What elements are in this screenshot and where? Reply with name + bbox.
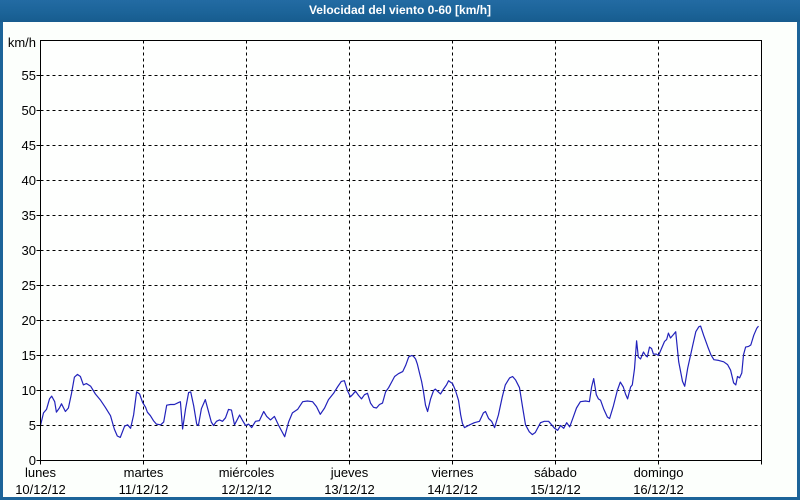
x-date-label: 15/12/12 (504, 482, 608, 497)
x-date-label: 16/12/12 (607, 482, 711, 497)
x-weekday-label: jueves (298, 465, 402, 480)
x-date-label: 10/12/12 (0, 482, 93, 497)
y-tick-label: 15 (0, 348, 36, 364)
x-date-label: 11/12/12 (92, 482, 196, 497)
x-weekday-label: sábado (504, 465, 608, 480)
y-tick-label: 55 (0, 68, 36, 84)
y-tick-label: 35 (0, 208, 36, 224)
y-tick-label: 10 (0, 383, 36, 399)
x-date-label: 14/12/12 (401, 482, 505, 497)
y-tick-label: 50 (0, 103, 36, 119)
x-date-label: 12/12/12 (195, 482, 299, 497)
x-weekday-label: domingo (607, 465, 711, 480)
y-tick-label: 30 (0, 243, 36, 259)
x-weekday-label: lunes (0, 465, 93, 480)
wind-speed-window: Velocidad del viento 0-60 [km/h] km/h051… (0, 0, 800, 500)
x-date-label: 13/12/12 (298, 482, 402, 497)
y-tick-label: 20 (0, 313, 36, 329)
x-weekday-label: viernes (401, 465, 505, 480)
x-weekday-label: martes (92, 465, 196, 480)
y-tick-label: 25 (0, 278, 36, 294)
wind-speed-chart (0, 0, 800, 500)
x-weekday-label: miércoles (195, 465, 299, 480)
y-tick-label: 45 (0, 138, 36, 154)
y-tick-label: 40 (0, 173, 36, 189)
y-axis-unit-label: km/h (0, 35, 36, 51)
y-tick-label: 5 (0, 418, 36, 434)
